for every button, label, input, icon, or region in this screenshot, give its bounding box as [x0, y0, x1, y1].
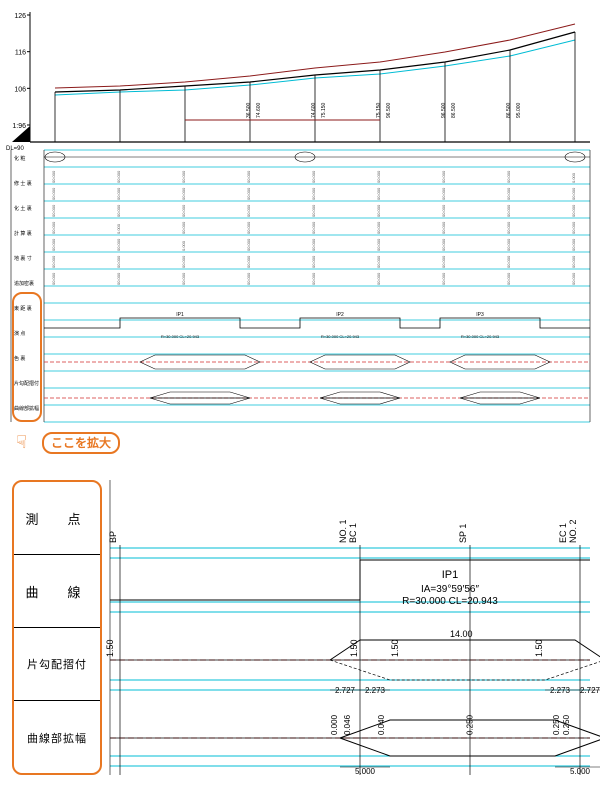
- svg-text:0.250: 0.250: [466, 714, 475, 735]
- svg-text:SP 1: SP 1: [458, 524, 468, 543]
- svg-text:5.000: 5.000: [570, 767, 591, 776]
- svg-text:1.50: 1.50: [390, 639, 400, 657]
- svg-text:5.000: 5.000: [355, 767, 376, 776]
- svg-text:1.50: 1.50: [105, 639, 115, 657]
- svg-text:NO. 2: NO. 2: [568, 519, 578, 543]
- svg-text:BC 1: BC 1: [348, 523, 358, 543]
- svg-text:1.50: 1.50: [534, 639, 544, 657]
- svg-text:2.727: 2.727: [580, 686, 600, 695]
- svg-text:14.00: 14.00: [450, 629, 473, 639]
- svg-text:1.50: 1.50: [349, 639, 359, 657]
- svg-text:0.046: 0.046: [343, 714, 352, 735]
- enlarged-row-labels: 測 点 曲 線 片勾配摺付 曲線部拡幅: [12, 480, 102, 775]
- svg-text:IA=39°59′56″: IA=39°59′56″: [421, 584, 480, 595]
- row-label-station: 測 点: [14, 482, 100, 555]
- svg-text:0.250: 0.250: [552, 714, 561, 735]
- row-label-widening: 曲線部拡幅: [14, 701, 100, 774]
- svg-text:2.727: 2.727: [335, 686, 356, 695]
- svg-text:NO. 1: NO. 1: [338, 519, 348, 543]
- svg-text:0.040: 0.040: [377, 714, 386, 735]
- row-label-superelevation: 片勾配摺付: [14, 628, 100, 701]
- svg-text:0.000: 0.000: [330, 714, 339, 735]
- svg-text:0.250: 0.250: [562, 714, 571, 735]
- svg-text:EC 1: EC 1: [558, 523, 568, 543]
- svg-text:R=30.000 CL=20.943: R=30.000 CL=20.943: [402, 596, 498, 607]
- svg-text:2.273: 2.273: [365, 686, 386, 695]
- row-label-curve: 曲 線: [14, 555, 100, 628]
- svg-text:BP: BP: [108, 531, 118, 543]
- svg-text:IP1: IP1: [442, 569, 459, 581]
- svg-text:2.273: 2.273: [550, 686, 571, 695]
